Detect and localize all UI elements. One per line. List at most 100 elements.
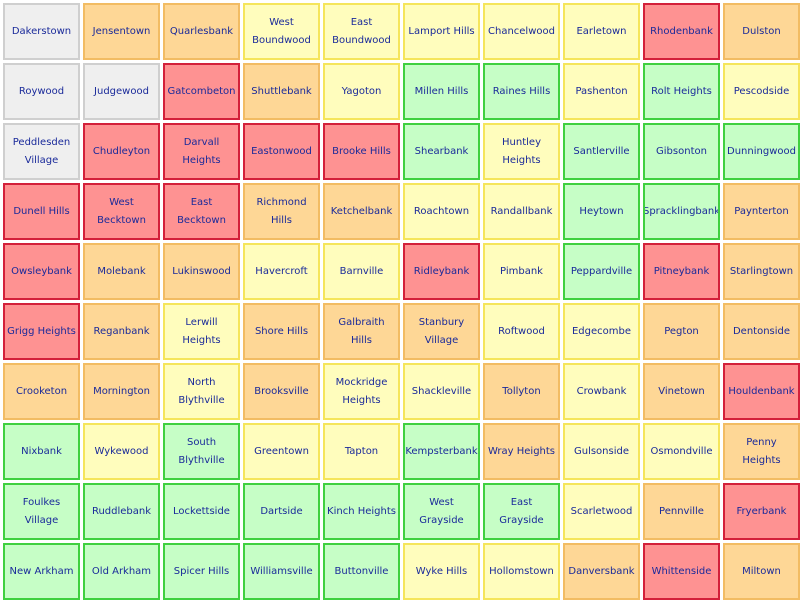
suburb-cell-ruddlebank[interactable]: Ruddlebank <box>83 483 160 540</box>
suburb-cell-gatcombeton[interactable]: Gatcombeton <box>163 63 240 120</box>
suburb-cell-chancelwood[interactable]: Chancelwood <box>483 3 560 60</box>
suburb-cell-shearbank[interactable]: Shearbank <box>403 123 480 180</box>
suburb-cell-chudleyton[interactable]: Chudleyton <box>83 123 160 180</box>
suburb-cell-reganbank[interactable]: Reganbank <box>83 303 160 360</box>
suburb-cell-miltown[interactable]: Miltown <box>723 543 800 600</box>
suburb-cell-mockridge-heights[interactable]: Mockridge Heights <box>323 363 400 420</box>
suburb-cell-edgecombe[interactable]: Edgecombe <box>563 303 640 360</box>
suburb-cell-dentonside[interactable]: Dentonside <box>723 303 800 360</box>
suburb-cell-rhodenbank[interactable]: Rhodenbank <box>643 3 720 60</box>
suburb-cell-tapton[interactable]: Tapton <box>323 423 400 480</box>
suburb-cell-kinch-heights[interactable]: Kinch Heights <box>323 483 400 540</box>
suburb-cell-shuttlebank[interactable]: Shuttlebank <box>243 63 320 120</box>
suburb-cell-barnville[interactable]: Barnville <box>323 243 400 300</box>
suburb-cell-nixbank[interactable]: Nixbank <box>3 423 80 480</box>
suburb-cell-owsleybank[interactable]: Owsleybank <box>3 243 80 300</box>
suburb-cell-west-grayside[interactable]: West Grayside <box>403 483 480 540</box>
suburb-cell-east-becktown[interactable]: East Becktown <box>163 183 240 240</box>
suburb-cell-dakerstown[interactable]: Dakerstown <box>3 3 80 60</box>
suburb-cell-santlerville[interactable]: Santlerville <box>563 123 640 180</box>
suburb-cell-lockettside[interactable]: Lockettside <box>163 483 240 540</box>
suburb-cell-earletown[interactable]: Earletown <box>563 3 640 60</box>
suburb-cell-huntley-heights[interactable]: Huntley Heights <box>483 123 560 180</box>
suburb-cell-quarlesbank[interactable]: Quarlesbank <box>163 3 240 60</box>
suburb-cell-rolt-heights[interactable]: Rolt Heights <box>643 63 720 120</box>
suburb-cell-mornington[interactable]: Mornington <box>83 363 160 420</box>
suburb-cell-fryerbank[interactable]: Fryerbank <box>723 483 800 540</box>
suburb-cell-judgewood[interactable]: Judgewood <box>83 63 160 120</box>
suburb-cell-ridleybank[interactable]: Ridleybank <box>403 243 480 300</box>
suburb-cell-houldenbank[interactable]: Houldenbank <box>723 363 800 420</box>
suburb-cell-dulston[interactable]: Dulston <box>723 3 800 60</box>
suburb-cell-dunell-hills[interactable]: Dunell Hills <box>3 183 80 240</box>
suburb-cell-wykewood[interactable]: Wykewood <box>83 423 160 480</box>
suburb-cell-molebank[interactable]: Molebank <box>83 243 160 300</box>
suburb-cell-pennville[interactable]: Pennville <box>643 483 720 540</box>
suburb-cell-wyke-hills[interactable]: Wyke Hills <box>403 543 480 600</box>
suburb-cell-peppardville[interactable]: Peppardville <box>563 243 640 300</box>
suburb-cell-osmondville[interactable]: Osmondville <box>643 423 720 480</box>
suburb-cell-new-arkham[interactable]: New Arkham <box>3 543 80 600</box>
suburb-cell-brooksville[interactable]: Brooksville <box>243 363 320 420</box>
suburb-cell-raines-hills[interactable]: Raines Hills <box>483 63 560 120</box>
suburb-cell-havercroft[interactable]: Havercroft <box>243 243 320 300</box>
suburb-cell-north-blythville[interactable]: North Blythville <box>163 363 240 420</box>
suburb-cell-spicer-hills[interactable]: Spicer Hills <box>163 543 240 600</box>
suburb-cell-west-becktown[interactable]: West Becktown <box>83 183 160 240</box>
suburb-cell-old-arkham[interactable]: Old Arkham <box>83 543 160 600</box>
suburb-cell-darvall-heights[interactable]: Darvall Heights <box>163 123 240 180</box>
suburb-cell-pegton[interactable]: Pegton <box>643 303 720 360</box>
suburb-cell-tollyton[interactable]: Tollyton <box>483 363 560 420</box>
suburb-cell-eastonwood[interactable]: Eastonwood <box>243 123 320 180</box>
suburb-cell-shore-hills[interactable]: Shore Hills <box>243 303 320 360</box>
suburb-cell-stanbury-village[interactable]: Stanbury Village <box>403 303 480 360</box>
suburb-cell-lukinswood[interactable]: Lukinswood <box>163 243 240 300</box>
suburb-cell-peddlesden-village[interactable]: Peddlesden Village <box>3 123 80 180</box>
suburb-cell-kempsterbank[interactable]: Kempsterbank <box>403 423 480 480</box>
suburb-cell-east-grayside[interactable]: East Grayside <box>483 483 560 540</box>
suburb-cell-richmond-hills[interactable]: Richmond Hills <box>243 183 320 240</box>
suburb-cell-whittenside[interactable]: Whittenside <box>643 543 720 600</box>
suburb-cell-lamport-hills[interactable]: Lamport Hills <box>403 3 480 60</box>
suburb-cell-pashenton[interactable]: Pashenton <box>563 63 640 120</box>
suburb-cell-brooke-hills[interactable]: Brooke Hills <box>323 123 400 180</box>
suburb-cell-grigg-heights[interactable]: Grigg Heights <box>3 303 80 360</box>
suburb-cell-danversbank[interactable]: Danversbank <box>563 543 640 600</box>
suburb-cell-penny-heights[interactable]: Penny Heights <box>723 423 800 480</box>
suburb-cell-pescodside[interactable]: Pescodside <box>723 63 800 120</box>
suburb-cell-paynterton[interactable]: Paynterton <box>723 183 800 240</box>
suburb-cell-williamsville[interactable]: Williamsville <box>243 543 320 600</box>
suburb-cell-heytown[interactable]: Heytown <box>563 183 640 240</box>
suburb-cell-scarletwood[interactable]: Scarletwood <box>563 483 640 540</box>
suburb-cell-south-blythville[interactable]: South Blythville <box>163 423 240 480</box>
suburb-cell-yagoton[interactable]: Yagoton <box>323 63 400 120</box>
suburb-cell-hollomstown[interactable]: Hollomstown <box>483 543 560 600</box>
suburb-cell-gibsonton[interactable]: Gibsonton <box>643 123 720 180</box>
suburb-cell-galbraith-hills[interactable]: Galbraith Hills <box>323 303 400 360</box>
suburb-cell-west-boundwood[interactable]: West Boundwood <box>243 3 320 60</box>
suburb-cell-starlingtown[interactable]: Starlingtown <box>723 243 800 300</box>
suburb-cell-crowbank[interactable]: Crowbank <box>563 363 640 420</box>
suburb-cell-randallbank[interactable]: Randallbank <box>483 183 560 240</box>
suburb-cell-ketchelbank[interactable]: Ketchelbank <box>323 183 400 240</box>
suburb-cell-dartside[interactable]: Dartside <box>243 483 320 540</box>
suburb-cell-greentown[interactable]: Greentown <box>243 423 320 480</box>
suburb-cell-vinetown[interactable]: Vinetown <box>643 363 720 420</box>
suburb-cell-east-boundwood[interactable]: East Boundwood <box>323 3 400 60</box>
suburb-cell-shackleville[interactable]: Shackleville <box>403 363 480 420</box>
suburb-cell-jensentown[interactable]: Jensentown <box>83 3 160 60</box>
suburb-cell-foulkes-village[interactable]: Foulkes Village <box>3 483 80 540</box>
suburb-cell-pitneybank[interactable]: Pitneybank <box>643 243 720 300</box>
suburb-cell-crooketon[interactable]: Crooketon <box>3 363 80 420</box>
suburb-cell-roachtown[interactable]: Roachtown <box>403 183 480 240</box>
suburb-cell-spracklingbank[interactable]: Spracklingbank <box>643 183 720 240</box>
suburb-cell-wray-heights[interactable]: Wray Heights <box>483 423 560 480</box>
suburb-cell-pimbank[interactable]: Pimbank <box>483 243 560 300</box>
suburb-cell-millen-hills[interactable]: Millen Hills <box>403 63 480 120</box>
suburb-cell-buttonville[interactable]: Buttonville <box>323 543 400 600</box>
suburb-cell-dunningwood[interactable]: Dunningwood <box>723 123 800 180</box>
suburb-cell-roftwood[interactable]: Roftwood <box>483 303 560 360</box>
suburb-cell-gulsonside[interactable]: Gulsonside <box>563 423 640 480</box>
suburb-cell-roywood[interactable]: Roywood <box>3 63 80 120</box>
suburb-cell-lerwill-heights[interactable]: Lerwill Heights <box>163 303 240 360</box>
